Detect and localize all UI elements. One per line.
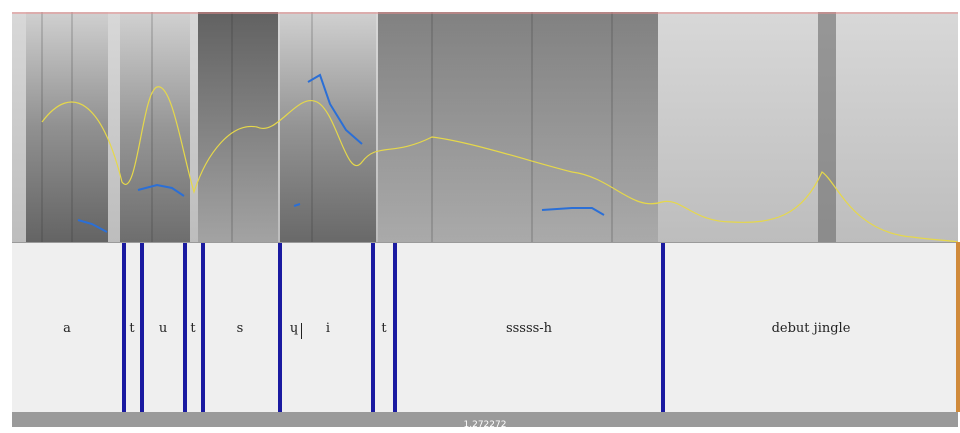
tier-boundary[interactable] xyxy=(278,243,282,413)
tier-interval-label: u xyxy=(158,321,168,336)
tier-interval-label: i xyxy=(325,321,331,336)
tier-boundary[interactable] xyxy=(140,243,144,413)
tier-interval-label: t xyxy=(381,321,387,336)
spectrogram-canvas xyxy=(12,12,958,242)
tier-interval-label: debut jingle xyxy=(771,321,851,336)
cursor-time-readout: 1.272272 xyxy=(463,420,507,430)
left-margin xyxy=(0,0,12,427)
tier-boundary[interactable] xyxy=(661,243,665,413)
spectrogram-panel[interactable] xyxy=(12,12,958,242)
tier-boundary[interactable] xyxy=(183,243,187,413)
tier-right-edge xyxy=(956,242,960,412)
tier-interval-label: t xyxy=(190,321,196,336)
annotation-tier[interactable]: a t u t s ɥ i t sssss-h debut jingle xyxy=(12,242,958,413)
time-status-bar: 1.272272 xyxy=(12,412,958,430)
tier-interval-label: a xyxy=(63,321,71,336)
intensity-curve xyxy=(41,86,958,242)
tier-boundary[interactable] xyxy=(201,243,205,413)
tier-interval-label: s xyxy=(236,321,244,336)
tier-boundary[interactable] xyxy=(393,243,397,413)
tier-interval-label: sssss-h xyxy=(505,321,553,336)
tier-boundary[interactable] xyxy=(371,243,375,413)
pitch-track xyxy=(77,73,605,233)
tier-interval-label: ɥ xyxy=(289,321,299,336)
tier-interval-label: t xyxy=(129,321,135,336)
tier-boundary[interactable] xyxy=(122,243,126,413)
text-cursor xyxy=(301,323,302,339)
